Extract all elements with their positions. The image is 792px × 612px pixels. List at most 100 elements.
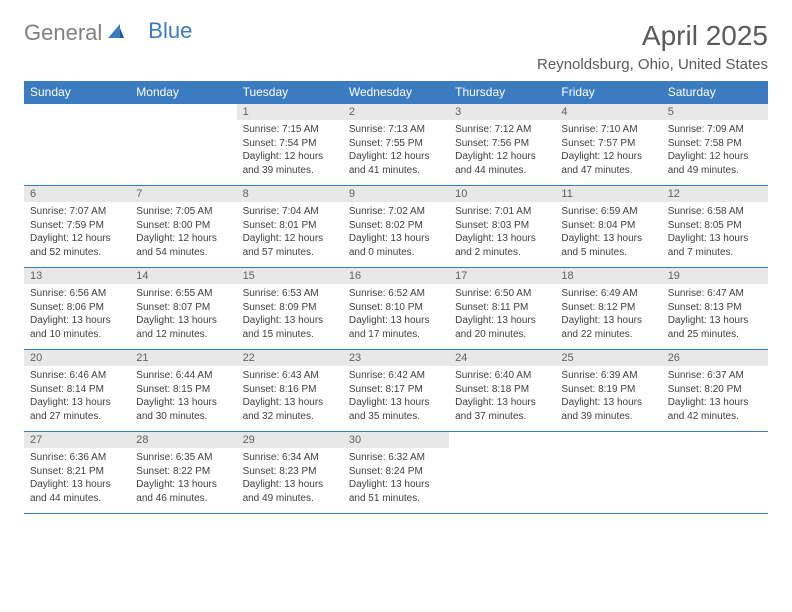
day-details: Sunrise: 6:56 AM Sunset: 8:06 PM Dayligh… [24, 284, 130, 345]
calendar-day-cell: 5Sunrise: 7:09 AM Sunset: 7:58 PM Daylig… [662, 104, 768, 186]
weekday-header: Sunday [24, 81, 130, 104]
day-details: Sunrise: 6:52 AM Sunset: 8:10 PM Dayligh… [343, 284, 449, 345]
calendar-day-cell: 18Sunrise: 6:49 AM Sunset: 8:12 PM Dayli… [555, 268, 661, 350]
calendar-day-cell: .. [24, 104, 130, 186]
day-number: 27 [24, 432, 130, 448]
calendar-body: ....1Sunrise: 7:15 AM Sunset: 7:54 PM Da… [24, 104, 768, 514]
day-number: 19 [662, 268, 768, 284]
day-number: 28 [130, 432, 236, 448]
weekday-header: Friday [555, 81, 661, 104]
weekday-header: Monday [130, 81, 236, 104]
calendar-day-cell: 30Sunrise: 6:32 AM Sunset: 8:24 PM Dayli… [343, 432, 449, 514]
calendar-week-row: 20Sunrise: 6:46 AM Sunset: 8:14 PM Dayli… [24, 350, 768, 432]
day-number: 18 [555, 268, 661, 284]
day-number: 24 [449, 350, 555, 366]
calendar-day-cell: 15Sunrise: 6:53 AM Sunset: 8:09 PM Dayli… [237, 268, 343, 350]
day-number: 30 [343, 432, 449, 448]
calendar-day-cell: 3Sunrise: 7:12 AM Sunset: 7:56 PM Daylig… [449, 104, 555, 186]
calendar-day-cell: 8Sunrise: 7:04 AM Sunset: 8:01 PM Daylig… [237, 186, 343, 268]
day-number: 13 [24, 268, 130, 284]
day-details: Sunrise: 6:39 AM Sunset: 8:19 PM Dayligh… [555, 366, 661, 427]
header: General Blue April 2025 Reynoldsburg, Oh… [24, 20, 768, 73]
calendar-day-cell: 26Sunrise: 6:37 AM Sunset: 8:20 PM Dayli… [662, 350, 768, 432]
day-details: Sunrise: 7:12 AM Sunset: 7:56 PM Dayligh… [449, 120, 555, 181]
day-number: 3 [449, 104, 555, 120]
calendar-day-cell: .. [555, 432, 661, 514]
day-number: 4 [555, 104, 661, 120]
day-number: 29 [237, 432, 343, 448]
day-number: 10 [449, 186, 555, 202]
month-title: April 2025 [537, 20, 768, 52]
calendar-day-cell: 10Sunrise: 7:01 AM Sunset: 8:03 PM Dayli… [449, 186, 555, 268]
title-block: April 2025 Reynoldsburg, Ohio, United St… [537, 20, 768, 73]
day-details: Sunrise: 7:15 AM Sunset: 7:54 PM Dayligh… [237, 120, 343, 181]
weekday-header: Thursday [449, 81, 555, 104]
day-details: Sunrise: 6:55 AM Sunset: 8:07 PM Dayligh… [130, 284, 236, 345]
day-details: Sunrise: 6:46 AM Sunset: 8:14 PM Dayligh… [24, 366, 130, 427]
calendar-day-cell: .. [662, 432, 768, 514]
day-number: 5 [662, 104, 768, 120]
day-number: 14 [130, 268, 236, 284]
calendar-day-cell: 17Sunrise: 6:50 AM Sunset: 8:11 PM Dayli… [449, 268, 555, 350]
logo-text-gray: General [24, 20, 102, 46]
calendar-day-cell: 25Sunrise: 6:39 AM Sunset: 8:19 PM Dayli… [555, 350, 661, 432]
day-number: 1 [237, 104, 343, 120]
calendar-day-cell: .. [449, 432, 555, 514]
calendar-day-cell: 19Sunrise: 6:47 AM Sunset: 8:13 PM Dayli… [662, 268, 768, 350]
logo: General Blue [24, 20, 192, 46]
calendar-week-row: 13Sunrise: 6:56 AM Sunset: 8:06 PM Dayli… [24, 268, 768, 350]
day-number: 26 [662, 350, 768, 366]
day-number: 6 [24, 186, 130, 202]
calendar-head: SundayMondayTuesdayWednesdayThursdayFrid… [24, 81, 768, 104]
calendar-week-row: ....1Sunrise: 7:15 AM Sunset: 7:54 PM Da… [24, 104, 768, 186]
day-details: Sunrise: 6:35 AM Sunset: 8:22 PM Dayligh… [130, 448, 236, 509]
weekday-header: Wednesday [343, 81, 449, 104]
day-details: Sunrise: 6:58 AM Sunset: 8:05 PM Dayligh… [662, 202, 768, 263]
day-details: Sunrise: 6:50 AM Sunset: 8:11 PM Dayligh… [449, 284, 555, 345]
calendar-day-cell: 29Sunrise: 6:34 AM Sunset: 8:23 PM Dayli… [237, 432, 343, 514]
calendar-day-cell: 22Sunrise: 6:43 AM Sunset: 8:16 PM Dayli… [237, 350, 343, 432]
calendar-day-cell: 9Sunrise: 7:02 AM Sunset: 8:02 PM Daylig… [343, 186, 449, 268]
day-number: 7 [130, 186, 236, 202]
day-details: Sunrise: 6:44 AM Sunset: 8:15 PM Dayligh… [130, 366, 236, 427]
calendar-day-cell: 23Sunrise: 6:42 AM Sunset: 8:17 PM Dayli… [343, 350, 449, 432]
day-number: 12 [662, 186, 768, 202]
calendar-day-cell: 4Sunrise: 7:10 AM Sunset: 7:57 PM Daylig… [555, 104, 661, 186]
day-details: Sunrise: 6:42 AM Sunset: 8:17 PM Dayligh… [343, 366, 449, 427]
day-details: Sunrise: 6:34 AM Sunset: 8:23 PM Dayligh… [237, 448, 343, 509]
calendar-day-cell: 27Sunrise: 6:36 AM Sunset: 8:21 PM Dayli… [24, 432, 130, 514]
day-details: Sunrise: 6:49 AM Sunset: 8:12 PM Dayligh… [555, 284, 661, 345]
day-details: Sunrise: 6:37 AM Sunset: 8:20 PM Dayligh… [662, 366, 768, 427]
day-details: Sunrise: 7:05 AM Sunset: 8:00 PM Dayligh… [130, 202, 236, 263]
day-details: Sunrise: 6:59 AM Sunset: 8:04 PM Dayligh… [555, 202, 661, 263]
day-details: Sunrise: 7:07 AM Sunset: 7:59 PM Dayligh… [24, 202, 130, 263]
day-number: 11 [555, 186, 661, 202]
calendar-day-cell: 1Sunrise: 7:15 AM Sunset: 7:54 PM Daylig… [237, 104, 343, 186]
weekday-header: Tuesday [237, 81, 343, 104]
calendar-day-cell: 16Sunrise: 6:52 AM Sunset: 8:10 PM Dayli… [343, 268, 449, 350]
calendar-table: SundayMondayTuesdayWednesdayThursdayFrid… [24, 81, 768, 514]
calendar-day-cell: 11Sunrise: 6:59 AM Sunset: 8:04 PM Dayli… [555, 186, 661, 268]
day-details: Sunrise: 7:10 AM Sunset: 7:57 PM Dayligh… [555, 120, 661, 181]
day-number: 16 [343, 268, 449, 284]
day-number: 9 [343, 186, 449, 202]
calendar-day-cell: 6Sunrise: 7:07 AM Sunset: 7:59 PM Daylig… [24, 186, 130, 268]
calendar-day-cell: 2Sunrise: 7:13 AM Sunset: 7:55 PM Daylig… [343, 104, 449, 186]
day-number: 8 [237, 186, 343, 202]
day-details: Sunrise: 6:53 AM Sunset: 8:09 PM Dayligh… [237, 284, 343, 345]
calendar-day-cell: 28Sunrise: 6:35 AM Sunset: 8:22 PM Dayli… [130, 432, 236, 514]
calendar-day-cell: 7Sunrise: 7:05 AM Sunset: 8:00 PM Daylig… [130, 186, 236, 268]
weekday-header: Saturday [662, 81, 768, 104]
day-details: Sunrise: 6:47 AM Sunset: 8:13 PM Dayligh… [662, 284, 768, 345]
day-details: Sunrise: 6:32 AM Sunset: 8:24 PM Dayligh… [343, 448, 449, 509]
logo-text-blue: Blue [148, 18, 192, 44]
day-number: 2 [343, 104, 449, 120]
day-number: 20 [24, 350, 130, 366]
day-details: Sunrise: 6:43 AM Sunset: 8:16 PM Dayligh… [237, 366, 343, 427]
calendar-day-cell: 12Sunrise: 6:58 AM Sunset: 8:05 PM Dayli… [662, 186, 768, 268]
calendar-week-row: 6Sunrise: 7:07 AM Sunset: 7:59 PM Daylig… [24, 186, 768, 268]
calendar-day-cell: .. [130, 104, 236, 186]
logo-sail-icon [106, 22, 126, 45]
day-number: 15 [237, 268, 343, 284]
day-details: Sunrise: 7:01 AM Sunset: 8:03 PM Dayligh… [449, 202, 555, 263]
